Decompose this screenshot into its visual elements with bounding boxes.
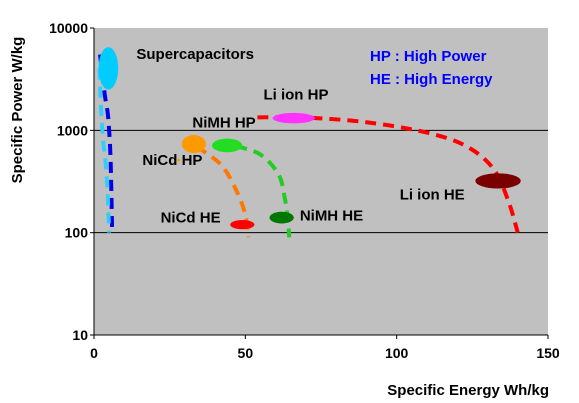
dashed-trend-curve [97, 68, 112, 233]
region-ellipse [475, 173, 521, 189]
region-label: Li ion HP [263, 87, 328, 104]
legend-hp: HP : High Power [370, 48, 487, 65]
region-label: Supercapacitors [136, 46, 254, 63]
y-tick-label: 1000 [57, 122, 88, 138]
x-tick-label: 50 [238, 345, 254, 361]
region-label: NiCd HE [161, 210, 221, 227]
y-axis-title: Specific Power W/kg [9, 37, 26, 184]
region-label: NiCd HP [142, 152, 202, 169]
region-labels: Supercapacitors Li ion HP NiMH HP NiCd HP Li… [136, 46, 464, 227]
region-ellipse [269, 211, 294, 224]
x-tick-label: 100 [385, 345, 409, 361]
region-ellipse [181, 135, 206, 154]
x-tick-label: 0 [90, 345, 98, 361]
region-label: NiMH HP [192, 115, 255, 132]
plot-background [94, 28, 548, 335]
axes [90, 27, 549, 339]
x-axis-title: Specific Energy Wh/kg [387, 382, 549, 399]
region-label: Li ion HE [400, 187, 465, 204]
region-label: NiMH HE [300, 207, 363, 224]
y-tick-label: 10 [72, 327, 88, 343]
x-tick-label: 150 [536, 345, 560, 361]
region-ellipse [212, 138, 243, 153]
region-ellipse [177, 158, 181, 162]
legend-he: HE : High Energy [370, 71, 493, 88]
y-tick-label: 10000 [49, 20, 88, 36]
region-ellipse [272, 112, 315, 124]
region-ellipse [230, 219, 255, 230]
gridlines [94, 129, 548, 234]
dashed-trend-curve [98, 54, 115, 233]
y-tick-label: 100 [65, 225, 89, 241]
region-ellipse [98, 47, 119, 90]
technology-regions [98, 47, 521, 230]
